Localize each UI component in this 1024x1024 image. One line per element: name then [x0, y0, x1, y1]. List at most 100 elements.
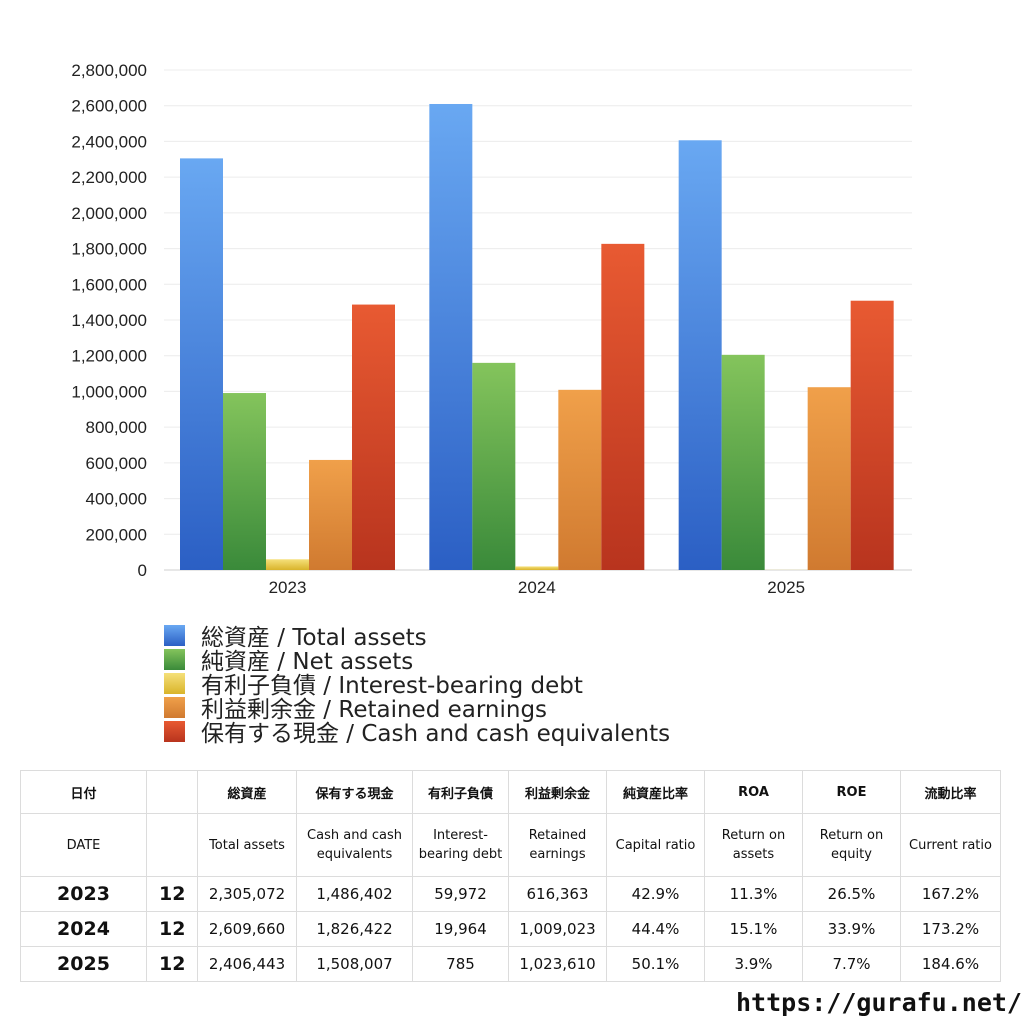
table-cell: 1,486,402 [296, 876, 413, 912]
table-cell-year: 2024 [20, 911, 147, 947]
table-cell: 33.9% [802, 911, 901, 947]
bar [515, 566, 559, 570]
table-header-cell: Retained earnings [508, 813, 607, 877]
table-header-jp: 日付 総資産 保有する現金 有利子負債 利益剰余金 純資産比率 ROA ROE … [20, 770, 1001, 814]
table-header-cell: 保有する現金 [296, 770, 413, 814]
table-cell: 1,508,007 [296, 946, 413, 982]
table-cell: 19,964 [412, 911, 509, 947]
legend-label: 総資産 / Total assets [201, 625, 427, 651]
table-cell: 50.1% [606, 946, 705, 982]
table-header-cell: 総資産 [197, 770, 297, 814]
legend-swatch [164, 648, 185, 670]
legend-item-cash: 保有する現金 / Cash and cash equivalents [164, 719, 670, 747]
table-cell-month: 12 [146, 876, 198, 912]
y-axis-ticks: 0 200,000 400,000 600,000 800,000 1,000,000 1,… [71, 61, 147, 580]
chart-legend: 総資産 / Total assets 純資産 / Net assets 有利子負… [164, 623, 670, 747]
bar [223, 393, 266, 570]
y-tick-label: 2,600,000 [71, 97, 147, 116]
table-header-cell: 有利子負債 [412, 770, 509, 814]
table-cell: 15.1% [704, 911, 803, 947]
x-axis-ticks: 2023 2024 2025 [269, 578, 805, 597]
bar [429, 103, 473, 570]
bar [558, 389, 602, 570]
y-tick-label: 200,000 [86, 525, 147, 544]
table-cell: 1,023,610 [508, 946, 607, 982]
y-tick-label: 800,000 [86, 418, 147, 437]
legend-swatch [164, 696, 185, 718]
table-cell: 59,972 [412, 876, 509, 912]
table-cell: 44.4% [606, 911, 705, 947]
y-tick-label: 400,000 [86, 490, 147, 509]
x-tick-label: 2025 [767, 578, 805, 597]
y-tick-label: 2,800,000 [71, 61, 147, 80]
x-tick-label: 2023 [269, 578, 307, 597]
y-tick-label: 1,600,000 [71, 275, 147, 294]
table-cell: 2,305,072 [197, 876, 297, 912]
legend-swatch [164, 672, 185, 694]
y-tick-label: 2,400,000 [71, 132, 147, 151]
table-header-cell: Interest-bearing debt [412, 813, 509, 877]
legend-label: 利益剰余金 / Retained earnings [201, 697, 548, 723]
table-header-cell: 純資産比率 [606, 770, 705, 814]
table-header-cell: Capital ratio [606, 813, 705, 877]
table-cell: 3.9% [704, 946, 803, 982]
table-header-cell: Return on assets [704, 813, 803, 877]
bar [352, 304, 395, 570]
legend-item-total-assets: 総資産 / Total assets [164, 623, 670, 651]
financial-table: 日付 総資産 保有する現金 有利子負債 利益剰余金 純資産比率 ROA ROE … [20, 770, 1001, 982]
table-header-cell: Total assets [197, 813, 297, 877]
bar [266, 559, 309, 570]
legend-label: 保有する現金 / Cash and cash equivalents [201, 721, 671, 747]
legend-item-interest-bearing-debt: 有利子負債 / Interest-bearing debt [164, 671, 670, 699]
y-tick-label: 600,000 [86, 454, 147, 473]
bar [678, 140, 722, 571]
table-header-cell: ROE [802, 770, 901, 814]
table-cell-month: 12 [146, 946, 198, 982]
table-row: 2025 12 2,406,443 1,508,007 785 1,023,61… [20, 946, 1001, 982]
table-cell: 173.2% [900, 911, 1001, 947]
legend-item-retained-earnings: 利益剰余金 / Retained earnings [164, 695, 670, 723]
y-tick-label: 1,400,000 [71, 311, 147, 330]
table-cell: 7.7% [802, 946, 901, 982]
table-header-cell: ROA [704, 770, 803, 814]
table-header-cell: 日付 [20, 770, 147, 814]
table-header-cell: Return on equity [802, 813, 901, 877]
table-header-cell [146, 813, 198, 877]
table-cell: 785 [412, 946, 509, 982]
bar [472, 362, 516, 570]
table-cell: 11.3% [704, 876, 803, 912]
legend-swatch [164, 720, 185, 742]
legend-label: 純資産 / Net assets [201, 649, 414, 675]
table-header-cell: 利益剰余金 [508, 770, 607, 814]
bar [180, 158, 223, 570]
y-tick-label: 2,200,000 [71, 168, 147, 187]
table-row: 2024 12 2,609,660 1,826,422 19,964 1,009… [20, 911, 1001, 947]
bar [601, 243, 645, 570]
bar-chart: 0 200,000 400,000 600,000 800,000 1,000,000 1,… [71, 61, 912, 597]
table-cell: 2,609,660 [197, 911, 297, 947]
table-cell-year: 2023 [20, 876, 147, 912]
bar [807, 387, 851, 570]
y-tick-label: 2,000,000 [71, 204, 147, 223]
table-cell: 42.9% [606, 876, 705, 912]
table-header-cell: Cash and cash equivalents [296, 813, 413, 877]
y-tick-label: 0 [138, 561, 147, 580]
table-cell-month: 12 [146, 911, 198, 947]
table-header-en: DATE Total assets Cash and cash equivale… [20, 813, 1001, 877]
table-header-cell: Current ratio [900, 813, 1001, 877]
bar [850, 300, 894, 570]
chart-bars [180, 103, 894, 571]
bar [309, 459, 352, 570]
table-header-cell: 流動比率 [900, 770, 1001, 814]
table-cell: 616,363 [508, 876, 607, 912]
y-tick-label: 1,800,000 [71, 240, 147, 259]
table-cell: 2,406,443 [197, 946, 297, 982]
legend-swatch [164, 624, 185, 646]
y-tick-label: 1,000,000 [71, 382, 147, 401]
chart-gridlines [164, 69, 912, 571]
table-cell: 26.5% [802, 876, 901, 912]
site-url[interactable]: https://gurafu.net/ [736, 988, 1022, 1017]
table-header-cell: DATE [20, 813, 147, 877]
legend-item-net-assets: 純資産 / Net assets [164, 647, 670, 675]
table-cell: 167.2% [900, 876, 1001, 912]
